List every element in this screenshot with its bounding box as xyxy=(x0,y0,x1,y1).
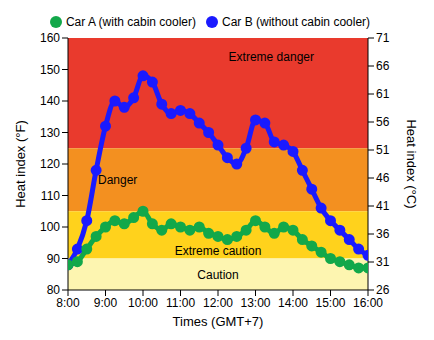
svg-text:Danger: Danger xyxy=(98,173,137,187)
svg-text:9:00: 9:00 xyxy=(94,296,118,310)
svg-text:Extreme danger: Extreme danger xyxy=(229,50,314,64)
svg-text:36: 36 xyxy=(376,227,390,241)
svg-text:26: 26 xyxy=(376,283,390,297)
svg-text:51: 51 xyxy=(376,143,390,157)
svg-text:Heat index (°F): Heat index (°F) xyxy=(13,120,28,208)
svg-text:61: 61 xyxy=(376,87,390,101)
svg-text:41: 41 xyxy=(376,199,390,213)
svg-text:56: 56 xyxy=(376,115,390,129)
svg-text:120: 120 xyxy=(40,157,60,171)
svg-text:66: 66 xyxy=(376,59,390,73)
svg-text:46: 46 xyxy=(376,171,390,185)
svg-text:90: 90 xyxy=(47,252,61,266)
svg-text:12:00: 12:00 xyxy=(203,296,233,310)
svg-text:8:00: 8:00 xyxy=(56,296,80,310)
svg-text:16:00: 16:00 xyxy=(353,296,383,310)
svg-text:14:00: 14:00 xyxy=(278,296,308,310)
svg-text:Times (GMT+7): Times (GMT+7) xyxy=(173,314,264,329)
svg-text:10:00: 10:00 xyxy=(128,296,158,310)
svg-text:15:00: 15:00 xyxy=(315,296,345,310)
svg-text:71: 71 xyxy=(376,31,390,45)
svg-text:150: 150 xyxy=(40,63,60,77)
svg-text:140: 140 xyxy=(40,94,60,108)
svg-text:100: 100 xyxy=(40,220,60,234)
svg-text:11:00: 11:00 xyxy=(166,296,195,310)
svg-text:31: 31 xyxy=(376,255,390,269)
svg-text:Extreme caution: Extreme caution xyxy=(175,244,262,258)
html-text:Car B (without cabin cooler): Car B (without cabin cooler) xyxy=(222,15,371,29)
html-text:Car A (with cabin cooler): Car A (with cabin cooler) xyxy=(65,15,196,29)
svg-text:160: 160 xyxy=(40,31,60,45)
svg-text:13:00: 13:00 xyxy=(240,296,270,310)
svg-text:110: 110 xyxy=(41,189,60,203)
svg-text:130: 130 xyxy=(40,126,60,140)
svg-text:80: 80 xyxy=(47,283,61,297)
svg-text:Caution: Caution xyxy=(197,268,238,282)
svg-text:Heat index (°C): Heat index (°C) xyxy=(404,119,419,208)
